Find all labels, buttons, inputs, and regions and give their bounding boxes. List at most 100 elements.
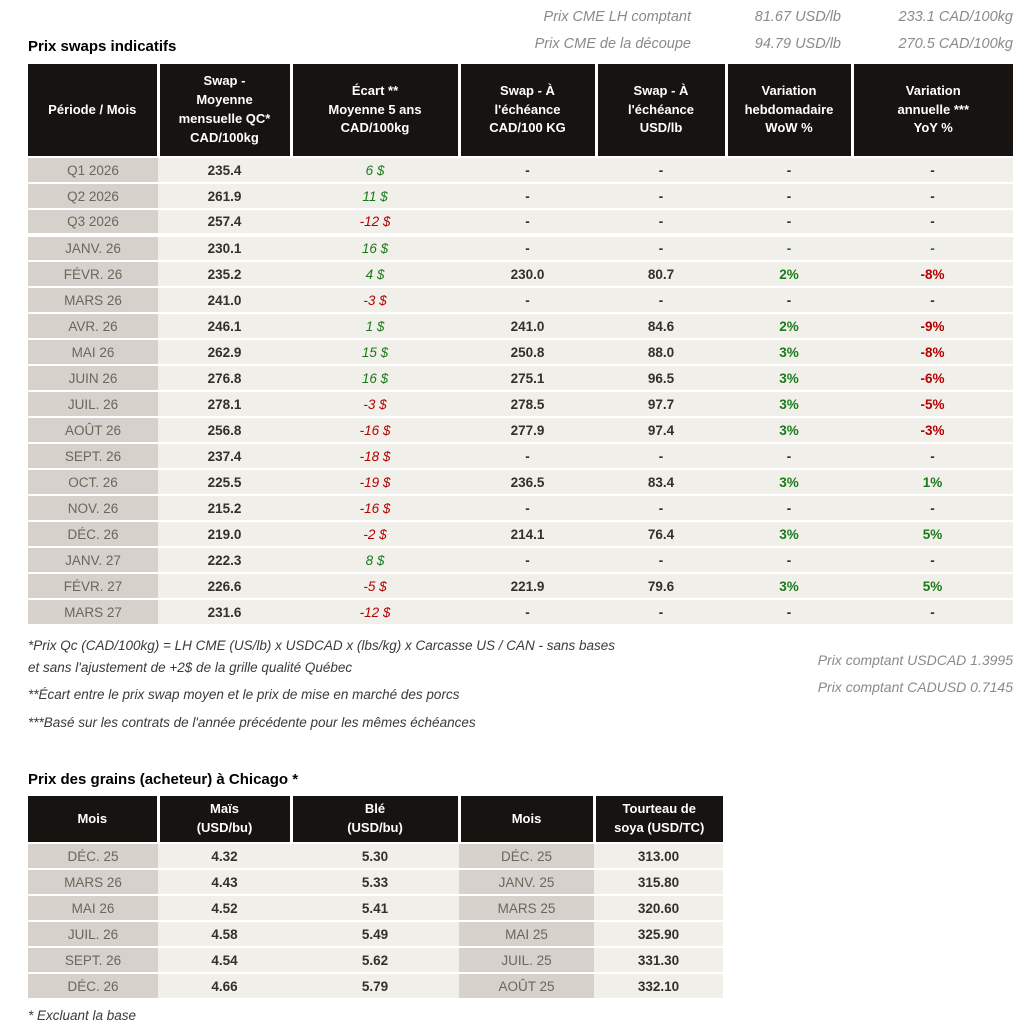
month-cell: JANV. 25 (459, 869, 594, 897)
footnote-price-formula: *Prix Qc (CAD/100kg) = LH CME (US/lb) x … (28, 638, 616, 675)
swap-due-usd-cell: 97.4 (596, 417, 726, 444)
swaps-footnotes: *Prix Qc (CAD/100kg) = LH CME (US/lb) x … (28, 635, 1013, 739)
cme-lh-spot-line: Prix CME LH comptant 81.67 USD/lb 233.1 … (535, 4, 1013, 31)
yoy-cell: - (852, 157, 1013, 184)
swap-avg-qc-cell: 278.1 (158, 391, 291, 418)
wow-cell: 3% (726, 339, 852, 366)
swaps-row: Q2 2026 261.9 11 $ - - - - (28, 183, 1013, 210)
swap-avg-qc-cell: 219.0 (158, 521, 291, 548)
grains-row: DÉC. 26 4.66 5.79 AOÛT 25 332.10 (28, 973, 723, 1001)
swaps-row: MARS 27 231.6 -12 $ - - - - (28, 599, 1013, 626)
ecart-cell: 4 $ (291, 261, 459, 288)
wow-cell: 3% (726, 391, 852, 418)
cme-cutout-usd: 94.79 USD/lb (754, 36, 841, 52)
yoy-cell: 5% (852, 573, 1013, 600)
wow-cell: 2% (726, 261, 852, 288)
month-cell: SEPT. 26 (28, 947, 158, 975)
ecart-cell: -16 $ (291, 417, 459, 444)
yoy-cell: -9% (852, 313, 1013, 340)
wow-cell: 3% (726, 365, 852, 392)
wow-cell: - (726, 495, 852, 522)
month-cell: MAI 26 (28, 895, 158, 923)
period-cell: Q1 2026 (28, 157, 158, 184)
yoy-cell: - (852, 235, 1013, 262)
swaps-row: JUIN 26 276.8 16 $275.1 96.5 3% -6% (28, 365, 1013, 392)
period-cell: JUIN 26 (28, 365, 158, 392)
swaps-table: Période / Mois Swap - Moyenne mensuelle Q… (28, 64, 1013, 626)
period-cell: SEPT. 26 (28, 443, 158, 470)
swaps-row: AOÛT 26 256.8 -16 $277.9 97.4 3% -3% (28, 417, 1013, 444)
swap-avg-qc-cell: 222.3 (158, 547, 291, 574)
swap-avg-qc-cell: 231.6 (158, 599, 291, 626)
swap-avg-qc-cell: 225.5 (158, 469, 291, 496)
ecart-cell: 16 $ (291, 365, 459, 392)
ecart-cell: -2 $ (291, 521, 459, 548)
period-cell: AOÛT 26 (28, 417, 158, 444)
yoy-cell: 1% (852, 469, 1013, 496)
swap-due-usd-cell: 76.4 (596, 521, 726, 548)
swap-avg-qc-cell: 276.8 (158, 365, 291, 392)
wow-cell: - (726, 547, 852, 574)
ecart-cell: 11 $ (291, 183, 459, 210)
swaps-footnotes-left: *Prix Qc (CAD/100kg) = LH CME (US/lb) x … (28, 635, 615, 739)
yoy-cell: -8% (852, 339, 1013, 366)
swaps-row: SEPT. 26 237.4 -18 $ - - - - (28, 443, 1013, 470)
grains-row: MARS 26 4.43 5.33 JANV. 25 315.80 (28, 869, 723, 897)
swaps-row: JUIL. 26 278.1 -3 $278.5 97.7 3% -5% (28, 391, 1013, 418)
swap-due-usd-cell: 80.7 (596, 261, 726, 288)
month-cell: DÉC. 25 (28, 843, 158, 871)
swap-due-cad-cell: 275.1 (459, 365, 596, 392)
corn-price-cell: 4.66 (158, 973, 291, 1001)
swap-due-cad-cell: 250.8 (459, 339, 596, 366)
grains-footnote: * Excluant la base (28, 1008, 137, 1024)
swap-due-cad-cell: 230.0 (459, 261, 596, 288)
period-cell: FÉVR. 26 (28, 261, 158, 288)
soymeal-price-cell: 320.60 (594, 895, 723, 923)
period-cell: MARS 27 (28, 599, 158, 626)
column-header: Mois (459, 796, 596, 845)
period-cell: FÉVR. 27 (28, 573, 158, 600)
swaps-header-row: Période / Mois Swap - Moyenne mensuelle Q… (28, 64, 1013, 158)
wow-cell: - (726, 157, 852, 184)
swap-due-cad-cell: 278.5 (459, 391, 596, 418)
footnote-yoy: ***Basé sur les contrats de l'année préc… (28, 714, 476, 730)
period-cell: AVR. 26 (28, 313, 158, 340)
ecart-cell: -3 $ (291, 391, 459, 418)
swap-due-usd-cell: - (596, 599, 726, 626)
column-header: Période / Mois (28, 64, 160, 158)
yoy-cell: - (852, 599, 1013, 626)
period-cell: JANV. 26 (28, 235, 158, 262)
month-cell: MAI 25 (459, 921, 594, 949)
yoy-cell: - (852, 209, 1013, 237)
yoy-cell: -8% (852, 261, 1013, 288)
swap-due-usd-cell: - (596, 287, 726, 314)
ecart-cell: -12 $ (291, 599, 459, 626)
swap-due-usd-cell: - (596, 183, 726, 210)
period-cell: JANV. 27 (28, 547, 158, 574)
yoy-cell: - (852, 287, 1013, 314)
swaps-row: NOV. 26 215.2 -16 $ - - - - (28, 495, 1013, 522)
swap-due-usd-cell: - (596, 157, 726, 184)
month-cell: DÉC. 25 (459, 843, 594, 871)
yoy-cell: -6% (852, 365, 1013, 392)
corn-price-cell: 4.54 (158, 947, 291, 975)
month-cell: AOÛT 25 (459, 973, 594, 1001)
swap-due-cad-cell: 221.9 (459, 573, 596, 600)
swap-due-cad-cell: 214.1 (459, 521, 596, 548)
top-header: Prix swaps indicatifs Prix CME LH compta… (28, 4, 1013, 58)
corn-price-cell: 4.58 (158, 921, 291, 949)
yoy-cell: -3% (852, 417, 1013, 444)
yoy-cell: - (852, 183, 1013, 210)
grains-row: SEPT. 26 4.54 5.62 JUIL. 25 331.30 (28, 947, 723, 975)
usdcad-spot-rate: Prix comptant USDCAD 1.3995 (817, 652, 1013, 668)
swap-due-usd-cell: 83.4 (596, 469, 726, 496)
swap-due-cad-cell: - (459, 495, 596, 522)
swap-due-cad-cell: - (459, 287, 596, 314)
ecart-cell: -16 $ (291, 495, 459, 522)
wow-cell: - (726, 235, 852, 262)
yoy-cell: - (852, 443, 1013, 470)
swaps-row: Q1 2026 235.4 6 $ - - - - (28, 157, 1013, 184)
period-cell: NOV. 26 (28, 495, 158, 522)
swap-avg-qc-cell: 235.4 (158, 157, 291, 184)
yoy-cell: - (852, 547, 1013, 574)
